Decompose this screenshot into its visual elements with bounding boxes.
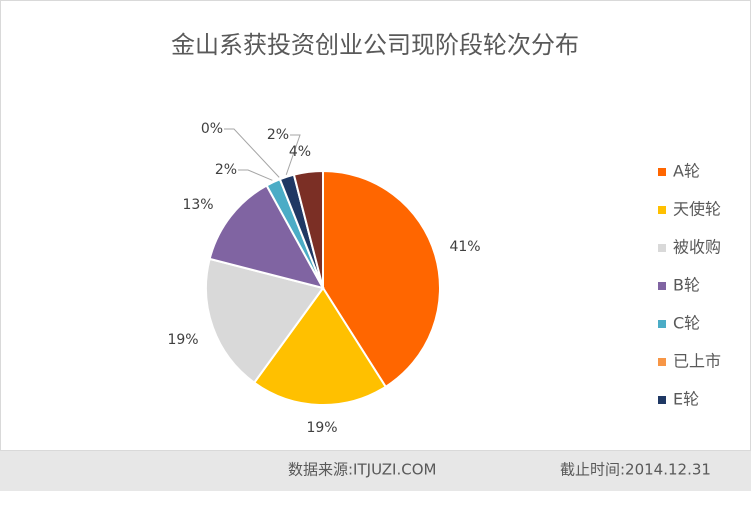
pie-slice [292,169,324,289]
legend-label: 已上市 [673,352,721,371]
pie-slice [205,257,325,385]
data-label: 0% [201,121,223,137]
legend-label: 天使轮 [673,200,721,219]
pie-slice [208,184,325,290]
legend-label: B轮 [673,276,700,295]
chart-title: 金山系获投资创业公司现阶段轮次分布 [171,31,579,59]
legend-label: 被收购 [673,238,721,257]
legend-swatch [658,206,666,214]
data-label: 13% [182,197,213,213]
data-label: 19% [306,420,337,436]
leader-line [224,128,280,178]
footer-source: 数据来源:ITJUZI.COM [288,461,436,479]
data-label: 19% [167,332,198,348]
legend-swatch [658,282,666,290]
footer-band [0,451,751,491]
legend-swatch [658,358,666,366]
legend-label: E轮 [673,390,699,409]
leader-line [238,169,273,181]
footer-date: 截止时间:2014.12.31 [560,461,711,479]
legend-label: A轮 [673,162,700,181]
data-label: 41% [449,239,480,255]
legend-swatch [658,168,666,176]
pie-slice [252,286,388,406]
legend-swatch [658,320,666,328]
legend-label: C轮 [673,314,700,333]
data-label: 2% [215,162,237,178]
data-label: 4% [289,144,311,160]
data-label: 2% [267,127,289,143]
legend-swatch [658,396,666,404]
leader-line [285,134,301,175]
legend-swatch [658,244,666,252]
